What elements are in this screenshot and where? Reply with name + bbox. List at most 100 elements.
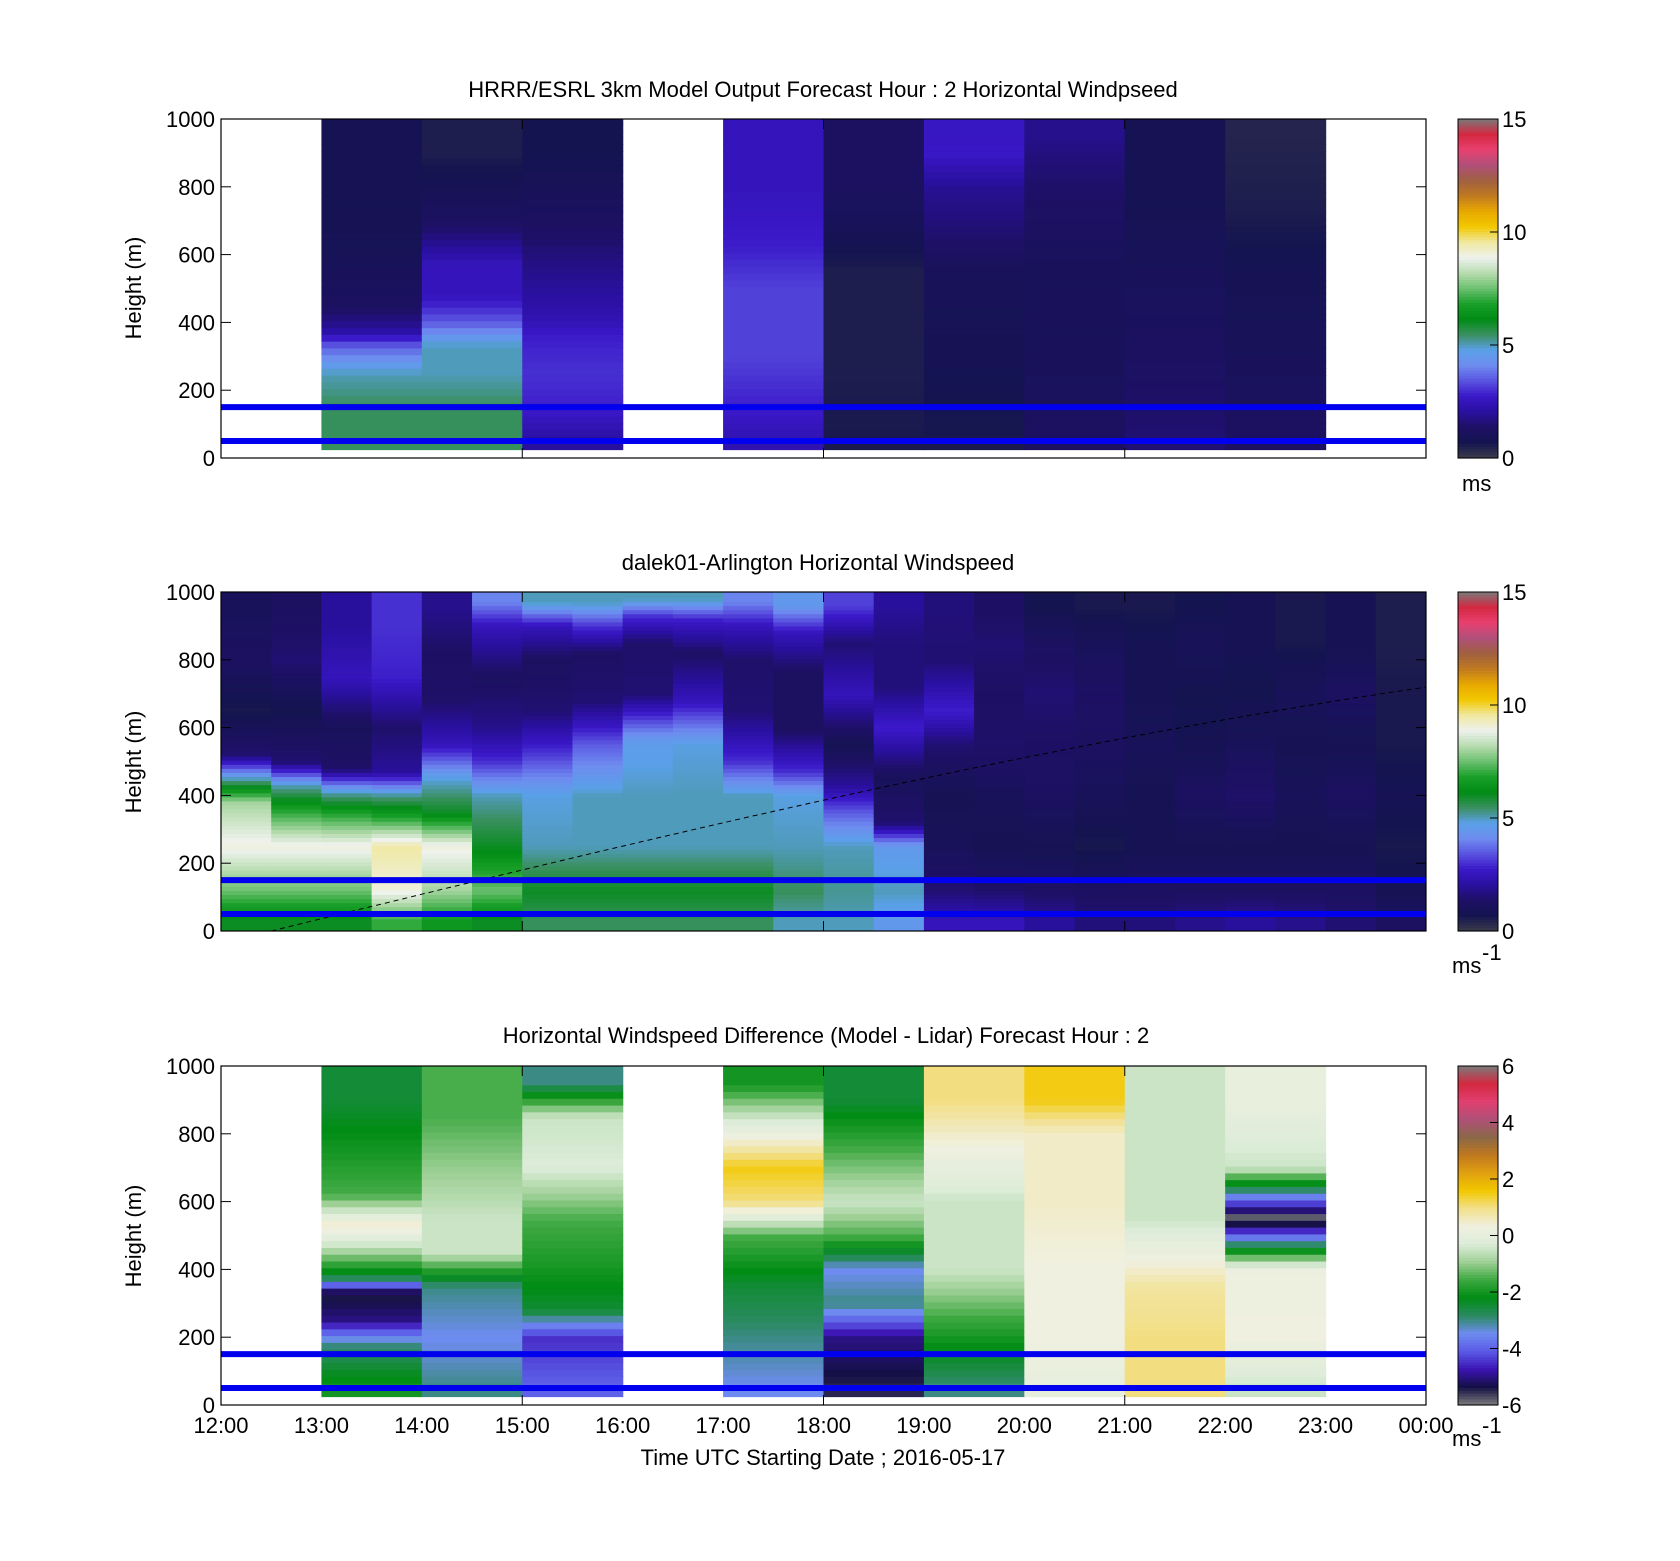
heatmap-cell [472, 768, 523, 773]
heatmap-cell [472, 743, 523, 749]
heatmap-cell [1375, 853, 1426, 859]
colorbar-segment [1458, 829, 1498, 833]
colorbar-segment [1458, 209, 1498, 213]
heatmap-cell [1325, 662, 1377, 668]
heatmap-cell [1024, 219, 1126, 227]
heatmap-cell [572, 719, 624, 725]
heatmap-cell [974, 699, 1025, 704]
heatmap-cell [1225, 1091, 1327, 1099]
heatmap-cell [723, 320, 825, 329]
heatmap-cell [1124, 408, 1226, 417]
heatmap-cell [823, 1084, 925, 1093]
heatmap-cell [321, 157, 423, 166]
heatmap-cell [1225, 711, 1276, 716]
heatmap-cell [723, 1125, 825, 1133]
heatmap-cell [1375, 601, 1426, 607]
colorbar-segment [1458, 409, 1498, 414]
heatmap-cell [221, 666, 272, 672]
colorbar-segment [1458, 1105, 1498, 1109]
heatmap-cell [472, 841, 523, 847]
heatmap-cell [974, 886, 1025, 891]
data-column [472, 592, 523, 931]
heatmap-cell [723, 1199, 825, 1208]
colorbar-segment [1458, 1179, 1498, 1183]
data-column [723, 1066, 825, 1398]
heatmap-cell [421, 1342, 523, 1350]
heatmap-cell [522, 617, 574, 623]
heatmap-cell [672, 727, 724, 733]
heatmap-cell [823, 273, 925, 281]
colorbar-segment [1458, 1190, 1498, 1194]
heatmap-cell [823, 898, 875, 904]
heatmap-cell [974, 845, 1025, 851]
heatmap-cell [371, 678, 423, 684]
heatmap-cell [321, 273, 423, 281]
heatmap-cell [823, 874, 875, 879]
data-column [923, 592, 975, 931]
heatmap-cell [1325, 788, 1377, 794]
heatmap-cell [1275, 845, 1327, 851]
heatmap-cell [1225, 1328, 1327, 1337]
heatmap-cell [823, 1328, 925, 1337]
heatmap-cell [823, 743, 875, 749]
heatmap-cell [873, 727, 925, 733]
heatmap-cell [371, 666, 423, 672]
heatmap-cell [1124, 723, 1176, 729]
heatmap-cell [1375, 662, 1426, 668]
heatmap-cell [1024, 1362, 1126, 1371]
heatmap-cell [1375, 629, 1426, 635]
colorbar-segment [1458, 1119, 1498, 1124]
y-tick-label: 200 [178, 851, 215, 876]
heatmap-cell [522, 1111, 624, 1120]
heatmap-cell [522, 784, 574, 790]
heatmap-cell [472, 646, 523, 651]
heatmap-cell [572, 735, 624, 741]
heatmap-cell [421, 239, 523, 247]
heatmap-cell [522, 601, 574, 607]
heatmap-cell [321, 597, 373, 603]
colorbar-segment [1458, 818, 1498, 822]
heatmap-cell [321, 1260, 423, 1269]
colorbar-segment [1458, 183, 1498, 188]
heatmap-cell [1024, 894, 1076, 900]
heatmap-cell [421, 747, 473, 753]
heatmap-cell [723, 1328, 825, 1337]
heatmap-cell [421, 760, 473, 765]
heatmap-cell [923, 784, 975, 790]
heatmap-cell [1275, 601, 1327, 607]
heatmap-cell [1174, 760, 1226, 765]
heatmap-cell [723, 747, 774, 753]
heatmap-cell [1375, 906, 1426, 912]
heatmap-cell [1124, 429, 1226, 437]
colorbar-unit: ms [1452, 953, 1481, 978]
heatmap-cell [1325, 654, 1377, 660]
heatmap-cell [923, 1328, 1025, 1337]
heatmap-cell [522, 1247, 624, 1255]
heatmap-cell [672, 609, 724, 615]
heatmap-cell [823, 1308, 925, 1316]
heatmap-cell [271, 894, 323, 900]
heatmap-cell [1375, 609, 1426, 615]
heatmap-cell [421, 686, 473, 692]
heatmap-cell [823, 841, 875, 847]
heatmap-cell [823, 225, 925, 234]
heatmap-cell [572, 739, 624, 745]
heatmap-cell [522, 185, 624, 193]
heatmap-cell [873, 678, 925, 684]
heatmap-cell [622, 597, 674, 603]
heatmap-cell [823, 205, 925, 213]
heatmap-cell [472, 662, 523, 668]
heatmap-cell [622, 776, 674, 782]
colorbar-segment [1458, 1266, 1498, 1271]
heatmap-cell [1024, 678, 1076, 684]
colorbar-segment [1458, 240, 1498, 244]
colorbar-segment [1458, 418, 1498, 422]
heatmap-cell [723, 1213, 825, 1221]
x-axis-label: Time UTC Starting Date ; 2016-05-17 [641, 1445, 1006, 1470]
heatmap-cell [823, 395, 925, 403]
heatmap-cell [723, 225, 825, 234]
heatmap-cell [572, 772, 624, 778]
heatmap-cell [974, 735, 1025, 741]
heatmap-cell [1174, 593, 1226, 599]
heatmap-cell [1325, 752, 1377, 757]
